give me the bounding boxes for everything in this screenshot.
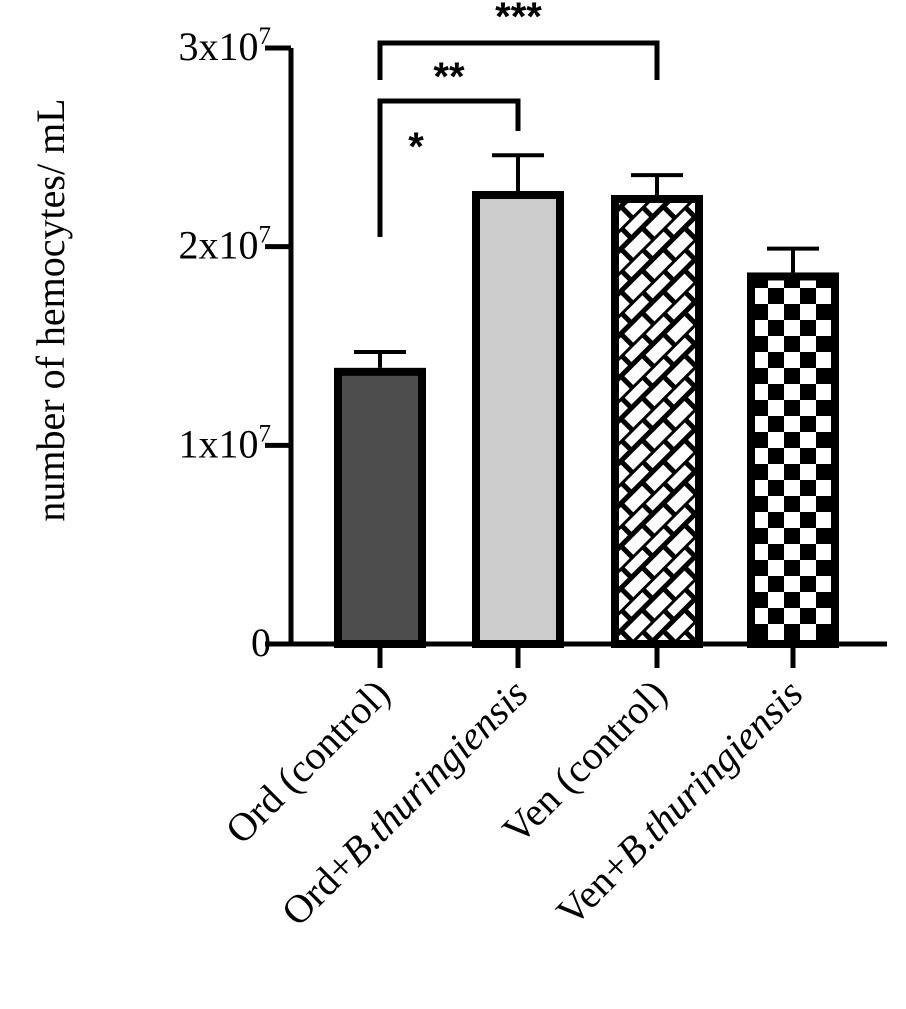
- significance-brackets: ******: [377, 0, 660, 237]
- x-tick-label: Ven+B.thuringiensis: [548, 671, 812, 935]
- bars: [334, 191, 839, 648]
- significance-bracket: [377, 98, 521, 131]
- bar: [334, 367, 426, 648]
- error-bars: [354, 153, 819, 368]
- y-tick-base: 2x10: [179, 223, 259, 268]
- y-axis-title-group: number of hemocytes/ mL: [28, 98, 73, 521]
- y-tick-exponent: 7: [259, 420, 272, 447]
- bar: [611, 194, 703, 648]
- significance-label: *: [408, 125, 424, 169]
- y-tick-label: 1x107: [179, 420, 272, 466]
- significance-bracket: [377, 40, 660, 80]
- y-tick-label: 0: [251, 620, 271, 665]
- significance-label: **: [433, 55, 465, 99]
- bar: [747, 272, 839, 648]
- y-tick-label: 2x107: [179, 222, 272, 268]
- y-tick-exponent: 7: [259, 222, 272, 249]
- bar: [472, 191, 564, 648]
- significance-label: ***: [495, 0, 542, 39]
- y-tick-base: 1x10: [179, 421, 259, 466]
- y-tick-base: 3x10: [179, 24, 259, 69]
- y-tick-exponent: 7: [259, 23, 272, 50]
- y-axis-title: number of hemocytes/ mL: [28, 98, 73, 521]
- x-tick-label: Ord+B.thuringiensis: [273, 671, 537, 935]
- y-tick-label: 3x107: [179, 23, 272, 69]
